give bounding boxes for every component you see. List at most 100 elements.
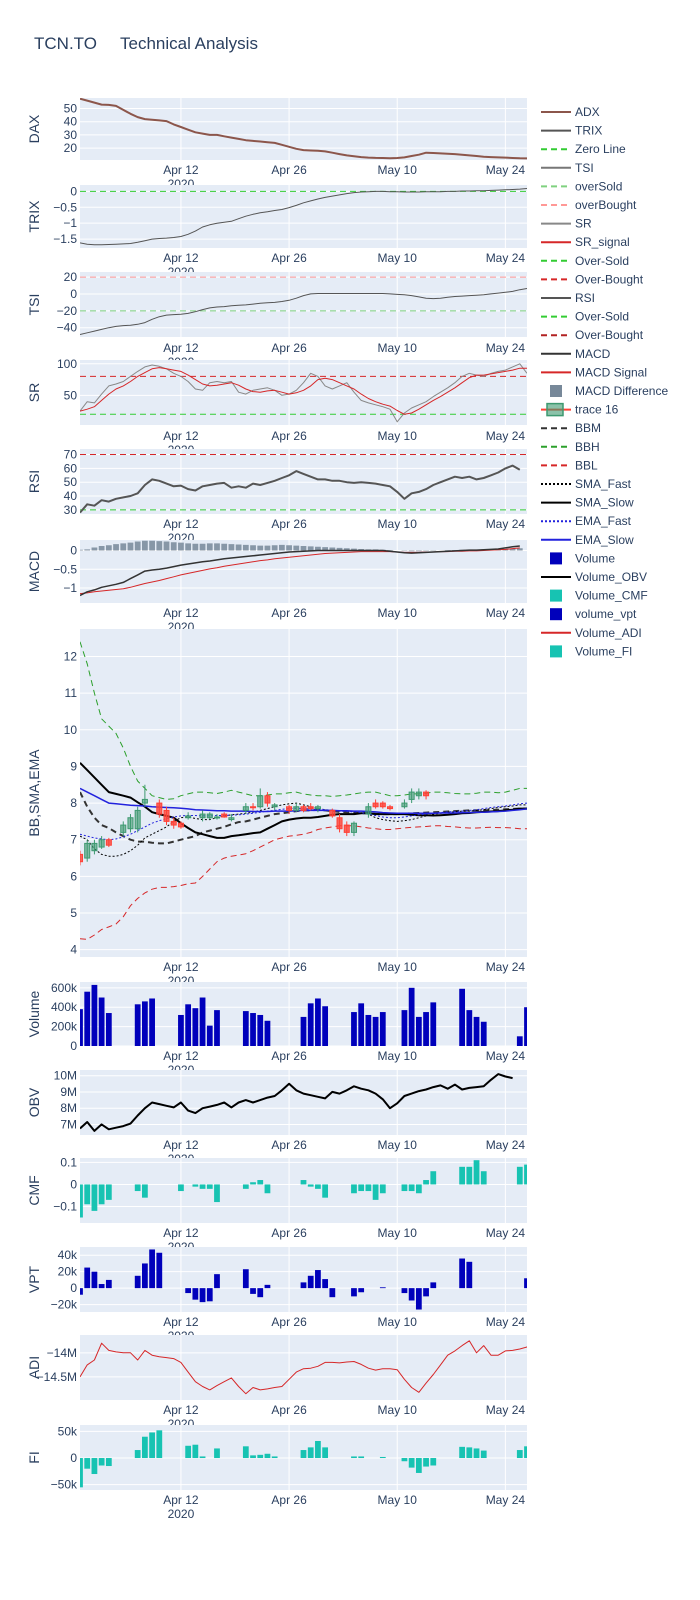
x-tick-label: Apr 12 [163,429,199,443]
y-tick-label: 20 [64,141,78,155]
bar [473,1448,480,1459]
legend-item[interactable]: SR [541,217,592,231]
legend-item[interactable]: Over-Sold [541,310,629,324]
legend-item[interactable]: Over-Bought [541,328,644,342]
bar [466,1166,473,1185]
legend-item[interactable]: EMA_Fast [541,514,632,528]
y-axis-label: TSI [26,294,42,316]
bar [163,541,170,551]
legend[interactable]: ADX TRIX Zero Line TSI overSold overBought SR S… [541,105,668,658]
y-tick-label: 50 [64,388,78,402]
x-tick-label: May 10 [378,606,418,620]
legend-item[interactable]: Volume_FI [550,644,632,658]
x-tick-label: May 24 [486,1403,526,1417]
legend-item[interactable]: Volume_ADI [541,626,642,640]
bar [539,1447,545,1458]
bar [480,1171,487,1185]
y-tick-label: 100 [57,357,77,371]
bar [408,1184,415,1192]
bar [358,1003,365,1046]
bar [459,1446,465,1459]
x-tick-label: May 24 [486,163,526,177]
bar [80,1184,83,1218]
y-tick-label: 9M [60,1085,77,1099]
legend-item[interactable]: MACD Difference [550,384,668,398]
legend-item[interactable]: MACD [541,347,611,361]
bar [199,1456,206,1459]
y-tick-label: 60 [64,461,78,475]
legend-label: overBought [575,198,637,212]
bar [466,1261,473,1289]
bar [192,1444,199,1459]
y-tick-label: 7M [60,1117,77,1131]
x-tick-label: Apr 26 [271,1226,307,1240]
series-line [80,762,527,839]
y-tick-label: 5 [70,906,77,920]
legend-item[interactable]: BBM [541,421,601,435]
legend-swatch [550,552,562,565]
legend-item[interactable]: SMA_Fast [541,477,632,491]
bar [264,1284,271,1289]
legend-item[interactable]: Volume [550,551,615,565]
legend-swatch [550,645,562,658]
x-tick-label: Apr 12 [163,163,199,177]
legend-item[interactable]: ADX [541,105,600,119]
legend-item[interactable]: overBought [541,198,637,212]
series-line [80,825,527,940]
bar [80,549,83,551]
legend-item[interactable]: BBL [541,458,598,472]
bar [127,542,134,551]
legend-item[interactable]: Volume_OBV [541,570,647,584]
legend-item[interactable]: overSold [541,179,622,193]
candle-body [206,813,213,819]
bar [91,1271,98,1289]
bar [98,1184,105,1205]
series-line [80,1073,513,1132]
legend-label: Over-Sold [575,310,629,324]
x-tick-label: Apr 26 [271,1493,307,1507]
bar [192,1008,199,1046]
legend-item[interactable]: TSI [541,161,594,175]
plot-area [80,629,527,957]
legend-item[interactable]: BBH [541,440,600,454]
legend-item[interactable]: SMA_Slow [541,496,634,510]
legend-item[interactable]: MACD Signal [541,365,647,379]
x-tick-label: Apr 26 [271,1315,307,1329]
series-group [80,363,527,423]
x-tick-label: May 10 [378,163,418,177]
legend-item[interactable]: SR_signal [541,235,630,249]
legend-item[interactable]: TRIX [541,124,602,138]
legend-item[interactable]: volume_vpt [550,607,637,621]
legend-item[interactable]: EMA_Slow [541,533,634,547]
legend-item[interactable]: RSI [541,291,595,305]
legend-item[interactable]: Over-Bought [541,272,644,286]
series-group [80,454,527,514]
bar [300,1450,307,1459]
bar [539,1165,545,1185]
candle-body [329,809,336,817]
legend-item[interactable]: Over-Sold [541,254,629,268]
candle-body [379,802,386,808]
bar [524,1446,527,1459]
bar [358,1456,365,1459]
bar [206,1025,213,1046]
bar [315,546,321,551]
bar [199,543,206,551]
bar [516,1036,523,1046]
bar [430,1002,437,1046]
bar [149,540,155,551]
bar [336,547,343,551]
legend-item[interactable]: Zero Line [541,142,626,156]
legend-item[interactable]: Volume_CMF [550,589,648,603]
legend-label: ADX [575,105,600,119]
legend-label: Volume_ADI [575,626,642,640]
bar [372,1184,379,1200]
bar [358,1184,365,1192]
legend-item[interactable]: trace 16 [541,403,619,417]
bar [473,1160,480,1185]
bar [199,1184,206,1189]
x-tick-label: Apr 26 [271,1049,307,1063]
x-tick-label: Apr 12 [163,517,199,531]
chart-title-ticker: TCN.TO [34,34,97,53]
